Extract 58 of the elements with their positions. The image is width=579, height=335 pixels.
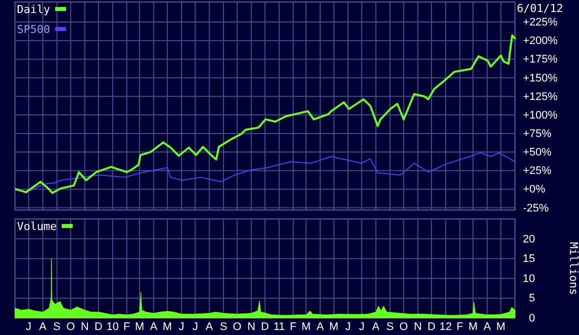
- x-tick-label: S: [386, 320, 394, 333]
- x-tick-label: J: [178, 320, 184, 333]
- y-tick-label: +150%: [523, 72, 558, 84]
- y-tick-label: 5: [528, 292, 535, 305]
- x-tick-label: O: [399, 320, 408, 333]
- y-tick-label: +75%: [523, 128, 552, 140]
- y-tick-label: +50%: [523, 146, 552, 159]
- x-tick-label: J: [345, 320, 351, 333]
- legend-label: SP500: [17, 23, 50, 36]
- x-tick-label: M: [468, 320, 478, 333]
- x-tick-label: F: [123, 320, 130, 333]
- x-tick-label: O: [232, 320, 242, 333]
- x-tick-label: F: [456, 320, 464, 333]
- legend-label: Daily: [17, 3, 50, 16]
- x-tick-label: A: [150, 320, 158, 333]
- legend-label: Volume: [17, 220, 57, 233]
- x-tick-label: M: [329, 320, 338, 333]
- text: 6/01/12: [516, 2, 564, 15]
- x-tick-label: N: [247, 320, 256, 333]
- x-tick-label: A: [206, 320, 214, 333]
- y-tick-label: 0: [528, 312, 535, 325]
- x-tick-label: A: [39, 320, 48, 333]
- y-tick-label: +175%: [523, 54, 558, 66]
- line-series: [14, 34, 516, 194]
- y-tick-label: 15: [522, 253, 535, 266]
- x-tick-label: M: [162, 320, 172, 333]
- x-tick-label: 11: [273, 320, 285, 333]
- line-series: [15, 152, 516, 194]
- x-tick-label: D: [428, 320, 436, 333]
- x-tick-label: J: [26, 320, 32, 333]
- x-tick-label: A: [316, 320, 325, 333]
- y-tick-label: +225%: [523, 16, 558, 29]
- x-tick-label: D: [94, 320, 103, 333]
- x-tick-label: N: [414, 320, 422, 333]
- y-tick-label: +0%: [523, 184, 546, 196]
- x-tick-label: A: [484, 320, 492, 333]
- x-tick-label: N: [80, 320, 89, 333]
- x-tick-label: M: [301, 320, 311, 333]
- y-axis-title: Millions: [567, 242, 579, 295]
- x-tick-label: F: [290, 320, 297, 333]
- y-tick-label: 10: [522, 272, 535, 285]
- x-tick-label: M: [496, 320, 506, 333]
- x-tick-label: 12: [440, 320, 452, 333]
- y-tick-label: +100%: [523, 109, 558, 122]
- x-tick-label: J: [358, 320, 364, 333]
- x-tick-label: A: [372, 320, 380, 333]
- y-tick-label: +125%: [523, 90, 558, 103]
- x-tick-label: S: [53, 320, 61, 333]
- y-tick-label: 20: [522, 233, 535, 246]
- x-tick-label: J: [192, 320, 198, 333]
- y-tick-label: -25%: [523, 202, 549, 214]
- y-tick-label: +25%: [523, 165, 552, 178]
- y-tick-label: +200%: [523, 35, 558, 48]
- x-tick-label: S: [220, 320, 228, 333]
- x-tick-label: M: [134, 320, 144, 333]
- x-tick-label: O: [66, 320, 76, 333]
- x-tick-label: D: [261, 320, 270, 333]
- x-tick-label: 10: [106, 320, 119, 333]
